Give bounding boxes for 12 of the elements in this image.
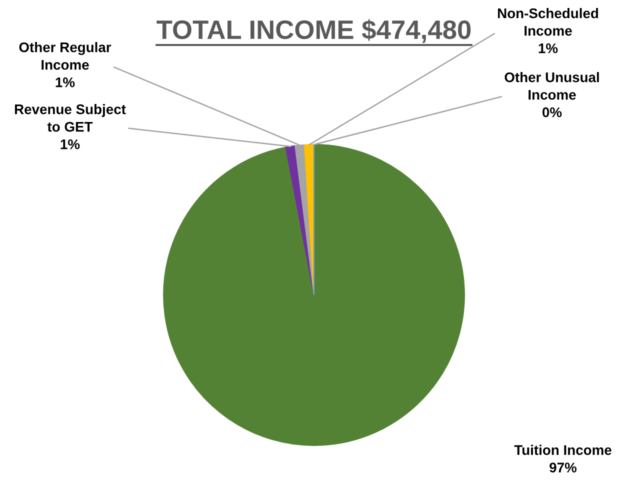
data-label: 1%	[56, 77, 75, 88]
chart-title: TOTAL INCOME $474,480	[156, 19, 471, 43]
data-label: 97%	[550, 462, 577, 472]
category-label: Other Unusual Income	[504, 72, 599, 100]
slice-label: Non-Scheduled Income	[498, 8, 598, 36]
data-label: 1%	[60, 139, 80, 150]
text: 0%	[542, 107, 562, 118]
slice-label: Revenue Subject to GET	[14, 104, 126, 132]
slice-label: Tuition Income	[514, 444, 612, 455]
slice-label: Other Regular Income	[19, 42, 112, 70]
data-label: 1%	[538, 43, 558, 54]
pie-slice	[163, 144, 465, 446]
